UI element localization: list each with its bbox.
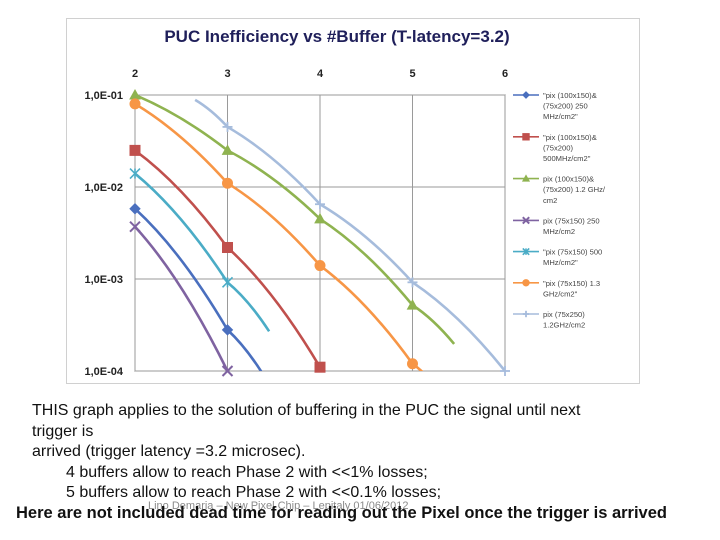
series-line	[135, 206, 263, 371]
marker-shape	[129, 203, 141, 215]
legend-label: "pix (100x150)&	[543, 133, 597, 142]
chart-frame: PUC Inefficiency vs #Buffer (T-latency=3…	[66, 18, 640, 384]
legend-item: pix (75x250) 1.2GHz/cm2	[513, 310, 585, 330]
series-line	[135, 223, 230, 371]
data-point	[221, 144, 234, 155]
legend-marker	[522, 247, 530, 256]
data-point	[222, 177, 233, 189]
caption-last-line: Here are not included dead time for read…	[16, 504, 667, 522]
marker-shape	[314, 212, 326, 224]
legend-label: MHz/cm2	[543, 227, 575, 236]
legend-marker	[522, 133, 530, 141]
marker-shape	[221, 324, 234, 336]
data-point	[500, 366, 510, 376]
legend-label: GHz/cm2"	[543, 289, 578, 298]
legend-label: "pix (100x150)&	[543, 91, 597, 100]
data-point	[222, 121, 233, 132]
data-point	[407, 358, 418, 370]
x-tick-label: 5	[409, 68, 415, 80]
chart-svg: PUC Inefficiency vs #Buffer (T-latency=3…	[84, 27, 606, 378]
legend-item: "pix (75x150) 500MHz/cm2"	[513, 247, 602, 267]
data-point	[314, 212, 326, 224]
legend-item: pix (100x150)&(75x200) 1.2 GHz/cm2	[513, 174, 606, 205]
data-point	[129, 221, 141, 233]
data-point	[314, 260, 326, 272]
legend-label: MHz/cm2"	[543, 258, 578, 267]
legend-label: cm2	[543, 196, 557, 205]
data-point	[221, 324, 234, 336]
data-point	[315, 199, 325, 210]
caption-line: 4 buffers allow to reach Phase 2 with <<…	[66, 463, 428, 481]
data-point	[407, 277, 418, 288]
footer-note: Lino Demaria – New Pixel Chip – Lepitaly…	[148, 500, 409, 512]
x-tick-label: 4	[317, 68, 324, 80]
legend-marker	[521, 174, 531, 182]
data-point	[129, 144, 141, 156]
legend-item: "pix (100x150)&(75x200) 500MHz/cm2"	[513, 133, 597, 163]
data-point	[222, 241, 233, 253]
data-point	[129, 203, 141, 215]
y-tick-label: 1,0E-04	[84, 366, 123, 378]
marker-shape	[522, 279, 530, 287]
y-tick-label: 1,0E-02	[84, 182, 123, 194]
legend-label: MHz/cm2"	[543, 112, 578, 121]
legend-label: pix (100x150)&	[543, 175, 594, 184]
caption-line: arrived (trigger latency =3.2 microsec).	[32, 443, 306, 460]
data-point	[221, 276, 234, 288]
caption-line: THIS graph applies to the solution of bu…	[32, 402, 581, 419]
marker-shape	[221, 144, 234, 155]
legend-item: pix (75x150) 250 MHz/cm2	[513, 216, 600, 236]
marker-shape	[222, 241, 233, 253]
caption-line: trigger is	[32, 422, 94, 440]
marker-shape	[521, 174, 531, 182]
legend-marker	[522, 310, 530, 318]
series-line	[135, 171, 271, 332]
legend-label: 1.2GHz/cm2	[543, 321, 585, 330]
data-point	[314, 361, 326, 373]
legend-label: pix (75x150) 250	[543, 216, 600, 225]
marker-shape	[129, 221, 141, 233]
marker-shape	[407, 358, 418, 370]
marker-shape	[222, 177, 233, 189]
x-tick-label: 2	[132, 68, 138, 80]
data-point	[221, 365, 234, 377]
data-point	[129, 98, 141, 110]
legend-marker	[522, 216, 530, 225]
legend-label: "pix (75x150) 1.3	[543, 279, 600, 288]
marker-shape	[129, 98, 141, 110]
marker-shape	[522, 133, 530, 141]
legend-label: "pix (75x150) 500	[543, 248, 602, 257]
legend-label: 500MHz/cm2"	[543, 154, 591, 163]
marker-shape	[406, 299, 419, 310]
marker-shape	[522, 216, 530, 225]
legend-marker	[522, 279, 530, 287]
data-point	[406, 299, 419, 310]
y-tick-label: 1,0E-03	[84, 274, 123, 286]
legend-label: (75x200) 1.2 GHz/	[543, 185, 606, 194]
marker-shape	[129, 144, 141, 156]
marker-shape	[221, 365, 234, 377]
marker-shape	[314, 361, 326, 373]
caption-line: 5 buffers allow to reach Phase 2 with <<…	[66, 484, 442, 501]
legend-marker	[522, 91, 530, 99]
y-tick-label: 1,0E-01	[84, 90, 123, 102]
legend-label: pix (75x250)	[543, 310, 585, 319]
x-tick-label: 6	[502, 68, 508, 80]
legend-label: (75x200)	[543, 143, 573, 152]
marker-shape	[522, 91, 530, 99]
chart-title: PUC Inefficiency vs #Buffer (T-latency=3…	[164, 27, 509, 46]
data-point	[129, 167, 141, 180]
marker-shape	[314, 260, 326, 272]
caption: THIS graph applies to the solution of bu…	[32, 401, 712, 504]
legend-label: (75x200) 250	[543, 102, 588, 111]
x-tick-label: 3	[224, 68, 230, 80]
